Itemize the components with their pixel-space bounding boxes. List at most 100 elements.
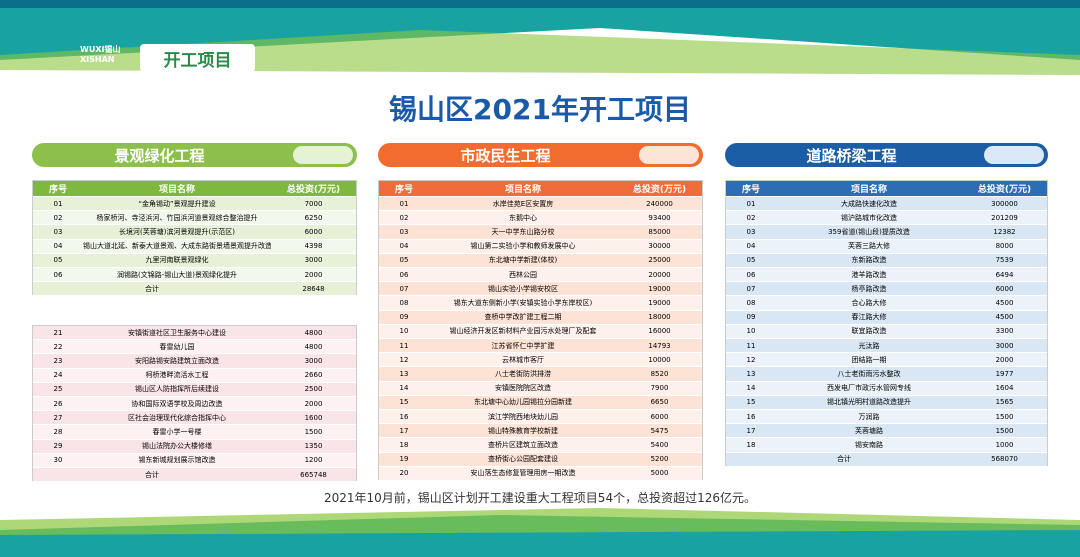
cell: 04 <box>53 242 63 251</box>
cell: 万润路 <box>858 412 880 421</box>
table-row: 03 359省道(锡山段)提质改造 12382 <box>726 225 1047 240</box>
cell: 天一中学东山路分校 <box>491 227 555 236</box>
table-row: 29 锡山法院办公大楼修缮 1350 <box>33 439 356 454</box>
table-row: 01 大成路快速化改造 300000 <box>726 197 1047 212</box>
table-row: 05 东新路改造 7539 <box>726 253 1047 268</box>
cell: 12382 <box>993 227 1016 236</box>
cell: 西林公园 <box>509 270 537 279</box>
cell: 02 <box>53 213 63 222</box>
table-row: 28 春雷小学一号楼 1500 <box>33 425 356 440</box>
cell: 18 <box>746 440 756 449</box>
cell: 11 <box>399 341 409 350</box>
cell: 区社会治理现代化综合指挥中心 <box>128 413 226 422</box>
cell: 八士老街雨污水整改 <box>837 369 901 378</box>
cell: 1500 <box>995 412 1014 421</box>
cell: 08 <box>746 298 756 307</box>
cell: 春雷小学一号楼 <box>152 427 202 436</box>
table-row: 02 东鹅中心 93400 <box>379 211 702 226</box>
cell: 芙蓉三路大修 <box>848 242 890 251</box>
table: 序号 项目名称 总投资(万元) 01 水岸佳苑E区安置房 240000 02 东鹅中心 9340… <box>378 180 703 481</box>
cell: 4800 <box>304 328 323 337</box>
cell: 锡山大道北延、新泰大道景观、大成东路街景墙景观提升改造绿化 <box>83 242 271 251</box>
cell: 27 <box>53 413 63 422</box>
cell: 3000 <box>304 256 323 265</box>
table-row: 11 江苏省怀仁中学扩建 14793 <box>379 339 702 354</box>
cell: 23 <box>53 356 63 365</box>
cell: 安山落生态修复管理用房一期改造 <box>470 469 576 478</box>
cell: 16000 <box>648 327 671 336</box>
cell: 联宜路改造 <box>851 327 887 336</box>
cell: 7539 <box>995 256 1014 265</box>
cell: 15 <box>399 398 409 407</box>
table-row: 13 八士老街雨污水整改 1977 <box>726 367 1047 382</box>
cell: 东新路改造 <box>851 256 887 265</box>
cell: 杨亭路改造 <box>851 284 887 293</box>
column-header: 总投资(万元) <box>977 185 1032 195</box>
cell: 20 <box>399 469 409 478</box>
cell: 21 <box>53 328 63 337</box>
table-row: 11 光汰路 3000 <box>726 339 1047 354</box>
cell: 6000 <box>650 412 669 421</box>
cell: 04 <box>746 242 756 251</box>
cell: 江苏省怀仁中学扩建 <box>491 341 555 350</box>
total-value: 665748 <box>300 470 327 479</box>
column-header: 总投资(万元) <box>286 185 341 195</box>
cell: 09 <box>399 313 409 322</box>
cell: 30 <box>53 456 63 465</box>
cell: 19000 <box>648 284 671 293</box>
cell: 359省道(锡山段)提质改造 <box>828 227 910 236</box>
cell: 5000 <box>650 469 669 478</box>
cell: 6250 <box>304 213 323 222</box>
total-label: 合计 <box>145 284 159 293</box>
table-row: 01 水岸佳苑E区安置房 240000 <box>379 197 702 212</box>
cell: 03 <box>53 227 63 236</box>
footer: 2021年10月前，锡山区计划开工建设重大工程项目54个，总投资超过126亿元。 <box>324 491 756 505</box>
cell: 24 <box>53 371 63 380</box>
cell: 2000 <box>304 270 323 279</box>
cell: 协和国际双语学校及周边改造 <box>131 399 223 408</box>
table-row: 03 长境河(芙蓉塘)滨河景观提升(示范区) 6000 <box>33 225 356 240</box>
cell: 240000 <box>646 199 673 208</box>
cell: 6650 <box>650 398 669 407</box>
cell: 05 <box>746 256 756 265</box>
cell: 大成路快速化改造 <box>841 199 897 208</box>
table-row: 18 查桥片区建筑立面改造 5400 <box>379 438 702 453</box>
table-row: 02 杨家桥河、寺泾浜河、竹园浜河道景观综合整治提升 6250 <box>33 211 356 226</box>
cell: 5400 <box>650 440 669 449</box>
cell: 03 <box>746 227 756 236</box>
table-row: 16 万润路 1500 <box>726 410 1047 425</box>
table-row: 13 八士老街防洪排涝 8520 <box>379 367 702 382</box>
cell: 2660 <box>304 371 323 380</box>
total-row: 合计 665748 <box>33 468 356 483</box>
cell: 6000 <box>304 227 323 236</box>
cell: 1350 <box>304 442 323 451</box>
cell: 12 <box>746 355 756 364</box>
logo: WUXI锡山 XISHAN <box>38 44 133 70</box>
table-row: 15 锡北镇光明村道路改造提升 1565 <box>726 395 1047 410</box>
cell: 锡安南路 <box>855 440 883 449</box>
table-row: 08 锡东大道东侧新小学(安镇实验小学东岸校区) 19000 <box>379 296 702 311</box>
cell: 八士老街防洪排涝 <box>495 369 551 378</box>
cell: 6494 <box>995 270 1014 279</box>
table-row: 12 云林城市客厅 10000 <box>379 353 702 368</box>
cell: 11 <box>746 341 756 350</box>
cell: 2000 <box>304 399 323 408</box>
cell: 25 <box>53 385 63 394</box>
table-row: 10 联宜路改造 3300 <box>726 324 1047 339</box>
cell: 28 <box>53 427 63 436</box>
cell: 3300 <box>995 327 1014 336</box>
cell: 锡东大道东侧新小学(安镇实验小学东岸校区) <box>453 298 593 307</box>
cell: 1500 <box>304 427 323 436</box>
cell: 安阳路锡安路建筑立面改造 <box>135 356 219 365</box>
cell: 春江路大修 <box>851 313 887 322</box>
cell: 锡山实验小学锡安校区 <box>488 284 558 293</box>
cell: 10 <box>746 327 756 336</box>
cell: 02 <box>746 213 756 222</box>
cell: 4500 <box>995 313 1014 322</box>
section-bar: 景观绿化工程 <box>32 143 357 167</box>
table-row: 03 天一中学东山路分校 85000 <box>379 225 702 240</box>
table-row: 04 芙蓉三路大修 8000 <box>726 239 1047 254</box>
table-row: 09 春江路大修 4500 <box>726 310 1047 325</box>
cell: 3000 <box>304 356 323 365</box>
